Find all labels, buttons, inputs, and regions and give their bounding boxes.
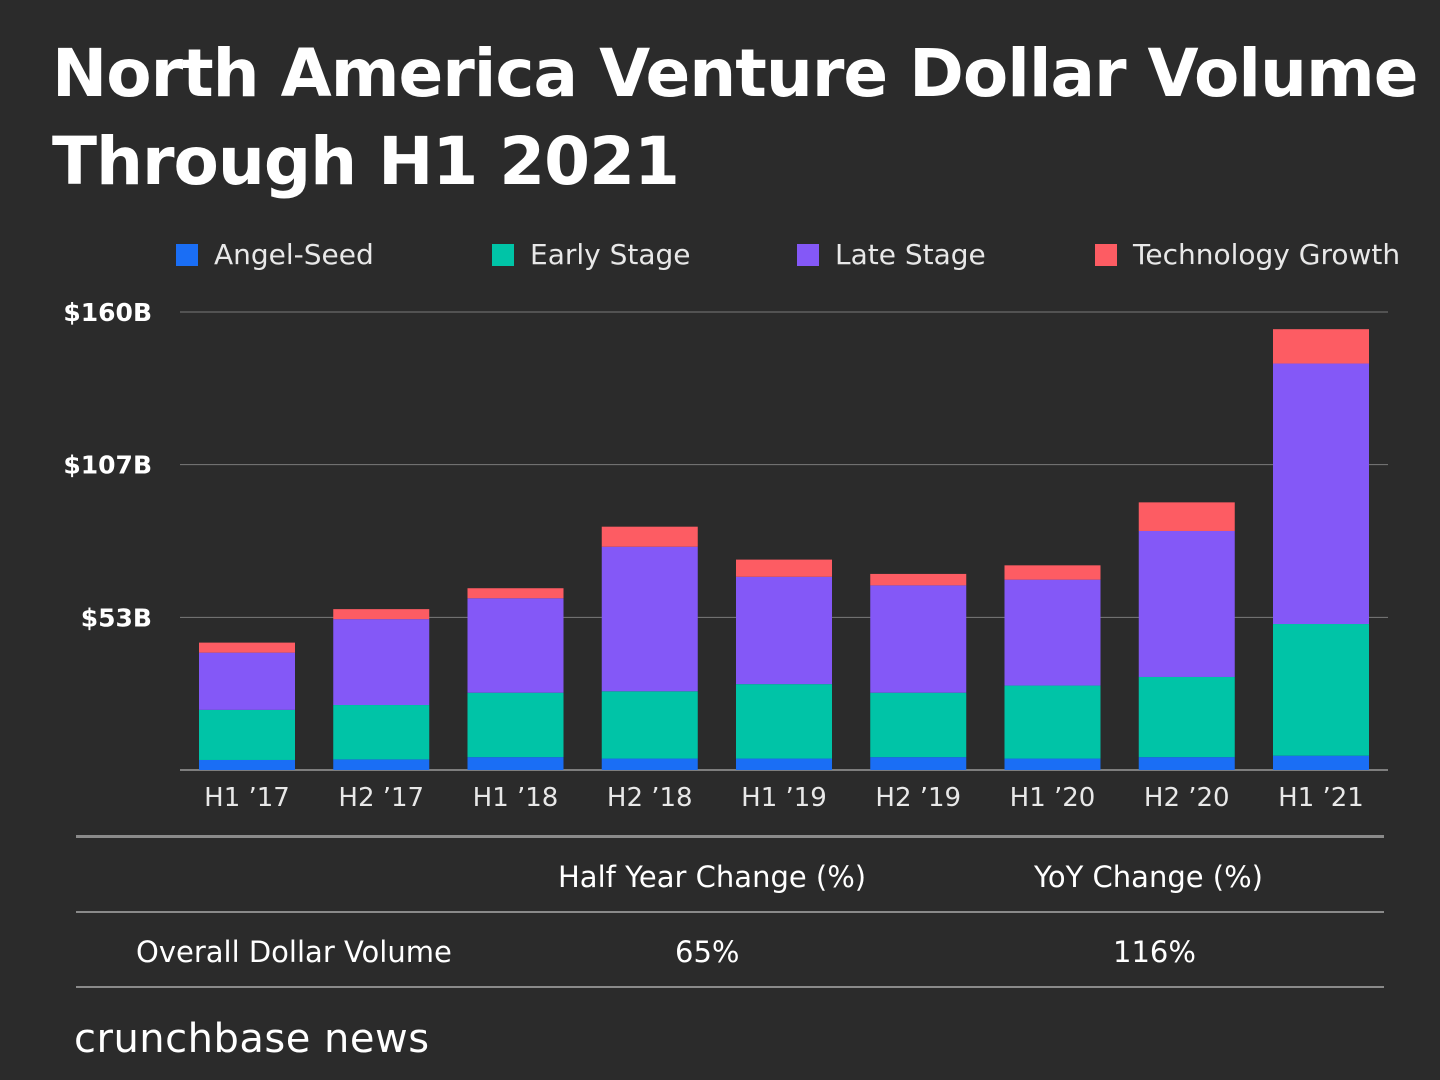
legend-label-late-stage: Late Stage bbox=[835, 238, 986, 271]
legend-swatch-angel-seed bbox=[176, 243, 198, 266]
legend-item-early-stage: Early Stage bbox=[492, 238, 691, 271]
legend-label-technology-growth: Technology Growth bbox=[1133, 238, 1401, 271]
bar-segment-early-stage bbox=[870, 692, 967, 758]
legend-item-late-stage: Late Stage bbox=[797, 238, 986, 271]
legend-swatch-late-stage bbox=[797, 243, 819, 266]
bar-segment-early-stage bbox=[199, 709, 295, 760]
x-tick-label: H1 ’19 bbox=[741, 783, 827, 813]
x-tick-label: H2 ’20 bbox=[1144, 783, 1230, 813]
bar-segment-late-stage bbox=[1004, 579, 1101, 686]
table-header-half-year-change: Half Year Change (%) bbox=[558, 860, 867, 894]
chart-title-line-2: Through H1 2021 bbox=[52, 123, 680, 200]
bar-segment-angel-seed bbox=[736, 758, 832, 770]
bar-segment-early-stage bbox=[333, 705, 430, 760]
legend-item-technology-growth: Technology Growth bbox=[1095, 238, 1400, 271]
bar-segment-early-stage bbox=[736, 684, 832, 759]
bar-segment-angel-seed bbox=[870, 757, 967, 770]
chart-legend: Angel-Seed Early Stage Late Stage Techno… bbox=[176, 238, 1406, 278]
bar-segment-technology-growth bbox=[1004, 565, 1101, 580]
bar-segment-early-stage bbox=[1273, 624, 1369, 756]
bar-segment-technology-growth bbox=[467, 588, 564, 599]
bar-segment-late-stage bbox=[1138, 530, 1235, 677]
bar-segment-angel-seed bbox=[467, 757, 564, 770]
bar-segment-angel-seed bbox=[601, 758, 698, 770]
bar-segment-angel-seed bbox=[199, 759, 295, 770]
table-cell-half-year-value: 65% bbox=[675, 935, 740, 969]
bar-segment-late-stage bbox=[199, 652, 295, 710]
bar-segment-late-stage bbox=[467, 598, 564, 693]
bar-segment-early-stage bbox=[1004, 685, 1101, 759]
bar-segment-late-stage bbox=[601, 546, 698, 692]
x-tick-label: H1 ’20 bbox=[1010, 783, 1096, 813]
x-tick-label: H2 ’19 bbox=[875, 783, 961, 813]
legend-swatch-early-stage bbox=[492, 243, 514, 266]
table-header-yoy-change: YoY Change (%) bbox=[1034, 860, 1263, 894]
crunchbase-news-logo: crunchbase news bbox=[74, 1016, 430, 1062]
bar-segment-late-stage bbox=[736, 576, 832, 685]
bar-segment-early-stage bbox=[1138, 676, 1235, 758]
legend-label-angel-seed: Angel-Seed bbox=[214, 238, 374, 271]
legend-label-early-stage: Early Stage bbox=[530, 238, 691, 271]
bar-segment-technology-growth bbox=[870, 573, 967, 586]
bar-segment-technology-growth bbox=[199, 642, 295, 653]
y-tick-label: $107B bbox=[63, 451, 152, 480]
table-bottom-rule bbox=[76, 986, 1384, 988]
y-tick-label: $160B bbox=[63, 298, 152, 327]
chart-title-line-1: North America Venture Dollar Volume bbox=[52, 35, 1419, 112]
bar-segment-late-stage bbox=[870, 585, 967, 693]
bar-segment-technology-growth bbox=[1273, 329, 1369, 364]
table-row-label: Overall Dollar Volume bbox=[136, 935, 452, 969]
stacked-bar-chart: $53B $107B $160B H1 ’17 H2 ’17 H1 ’18 H2 ’18 H1… bbox=[63, 298, 1388, 813]
bar-segment-angel-seed bbox=[1004, 758, 1101, 770]
bar-segment-late-stage bbox=[1273, 363, 1369, 625]
x-tick-label: H2 ’18 bbox=[607, 783, 693, 813]
bar-segment-early-stage bbox=[467, 692, 564, 758]
x-tick-label: H1 ’18 bbox=[473, 783, 559, 813]
bar-segment-technology-growth bbox=[333, 609, 430, 620]
bar-segment-technology-growth bbox=[736, 559, 832, 577]
bar-segment-angel-seed bbox=[333, 759, 430, 770]
chart-title: North America Venture Dollar Volume Thro… bbox=[52, 30, 1419, 206]
bar-segment-early-stage bbox=[601, 691, 698, 759]
table-cell-yoy-value: 116% bbox=[1113, 935, 1196, 969]
table-top-rule bbox=[76, 835, 1384, 838]
bar-segment-angel-seed bbox=[1273, 755, 1369, 770]
x-tick-label: H2 ’17 bbox=[338, 783, 424, 813]
bar-segment-late-stage bbox=[333, 619, 430, 706]
table-header-rule bbox=[76, 911, 1384, 913]
x-tick-label: H1 ’17 bbox=[204, 783, 290, 813]
bar-segment-angel-seed bbox=[1138, 757, 1235, 770]
legend-item-angel-seed: Angel-Seed bbox=[176, 238, 374, 271]
bar-segment-technology-growth bbox=[601, 526, 698, 547]
legend-swatch-technology-growth bbox=[1095, 243, 1117, 266]
bar-segment-technology-growth bbox=[1138, 502, 1235, 531]
y-tick-label: $53B bbox=[81, 603, 152, 632]
x-tick-label: H1 ’21 bbox=[1278, 783, 1364, 813]
